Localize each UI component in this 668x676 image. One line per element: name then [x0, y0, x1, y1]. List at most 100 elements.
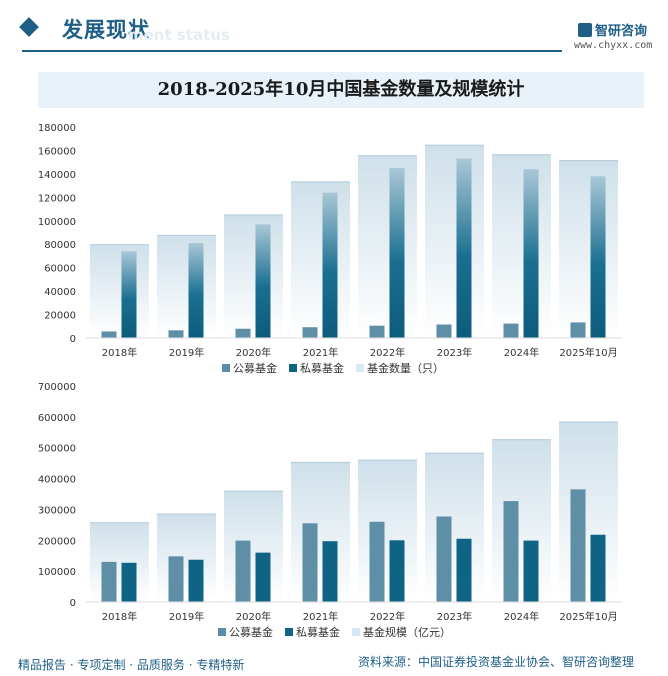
x-tick-label: 2023年	[437, 610, 472, 623]
bar-total	[358, 460, 417, 602]
y-tick-label: 60000	[44, 264, 76, 275]
bar-total	[559, 160, 618, 338]
x-tick-label: 2019年	[169, 610, 204, 623]
bar-total	[358, 155, 417, 338]
bar-total	[559, 422, 618, 602]
x-tick-label: 2025年10月	[559, 346, 617, 359]
chart-title-box: 2018-2025年10月中国基金数量及规模统计	[38, 72, 644, 108]
y-tick-label: 500000	[38, 444, 76, 455]
y-tick-label: 120000	[38, 193, 76, 204]
legend-swatch	[285, 628, 293, 636]
bar-total	[425, 145, 484, 338]
brand-url: www.chyxx.com	[574, 40, 653, 51]
brand: 智研咨询	[578, 20, 647, 39]
legend-label: 私募基金	[296, 625, 340, 639]
x-tick-label: 2018年	[102, 610, 137, 623]
bar-private	[255, 552, 271, 602]
y-tick-label: 140000	[38, 170, 76, 181]
bar-public	[235, 540, 251, 602]
bar-public	[369, 521, 385, 602]
bar-private	[389, 168, 405, 338]
y-tick-label: 0	[70, 598, 76, 609]
x-tick-label: 2018年	[102, 346, 137, 359]
legend-swatch	[218, 628, 226, 636]
y-tick-label: 160000	[38, 146, 76, 157]
legend-label: 公募基金	[233, 361, 277, 375]
bar-total	[90, 522, 149, 602]
y-tick-label: 100000	[38, 217, 76, 228]
bar-private	[456, 538, 472, 602]
y-tick-label: 300000	[38, 505, 76, 516]
header: 发展现状 ment status 智研咨询 www.chyxx.com	[0, 0, 668, 56]
bar-total	[492, 439, 551, 602]
header-divider	[22, 50, 562, 52]
bar-total	[224, 215, 283, 338]
legend-label: 基金规模（亿元）	[363, 625, 451, 639]
bar-public	[436, 324, 452, 338]
x-tick-label: 2022年	[370, 346, 405, 359]
bar-private	[590, 534, 606, 602]
legend-swatch	[222, 364, 230, 372]
section-title: 发展现状	[62, 18, 150, 42]
bar-private	[456, 158, 472, 338]
y-tick-label: 100000	[38, 567, 76, 578]
x-tick-label: 2021年	[303, 346, 338, 359]
y-tick-label: 0	[70, 334, 76, 345]
bar-public	[570, 322, 586, 338]
bar-total	[157, 235, 216, 338]
bar-public	[168, 556, 184, 602]
y-tick-label: 40000	[44, 287, 76, 298]
y-tick-label: 700000	[38, 382, 76, 393]
bar-total	[90, 244, 149, 338]
footer: 精品报告 · 专项定制 · 品质服务 · 专精特新 资料来源：中国证券投资基金业…	[0, 644, 668, 676]
bar-private	[188, 559, 204, 602]
x-tick-label: 2022年	[370, 610, 405, 623]
bar-private	[322, 192, 338, 338]
brand-logo-icon	[578, 23, 592, 37]
x-tick-label: 2025年10月	[559, 610, 617, 623]
legend-swatch	[289, 364, 297, 372]
brand-name: 智研咨询	[595, 24, 648, 39]
y-tick-label: 80000	[44, 240, 76, 251]
legend-label: 基金数量（只）	[367, 361, 444, 375]
section-subtitle: ment status	[128, 26, 230, 44]
bar-public	[570, 489, 586, 602]
x-tick-label: 2024年	[504, 346, 539, 359]
y-tick-label: 200000	[38, 536, 76, 547]
bar-private	[590, 176, 606, 338]
x-tick-label: 2021年	[303, 610, 338, 623]
bar-private	[121, 251, 137, 338]
bar-total	[157, 514, 216, 602]
y-tick-label: 600000	[38, 413, 76, 424]
bar-public	[436, 516, 452, 602]
x-tick-label: 2019年	[169, 346, 204, 359]
y-tick-label: 400000	[38, 475, 76, 486]
bar-public	[168, 330, 184, 338]
bar-total	[291, 462, 350, 602]
bar-private	[188, 243, 204, 338]
x-tick-label: 2020年	[236, 346, 271, 359]
bar-private	[121, 562, 137, 602]
bar-total	[291, 181, 350, 338]
bar-total	[492, 154, 551, 338]
bar-total	[224, 491, 283, 602]
bar-private	[322, 541, 338, 602]
source-note: 资料来源：中国证券投资基金业协会、智研咨询整理	[358, 655, 635, 669]
bar-public	[302, 327, 318, 338]
footer-tagline: 精品报告 · 专项定制 · 品质服务 · 专精特新	[18, 658, 245, 672]
legend-swatch	[356, 364, 364, 372]
bar-private	[523, 169, 539, 338]
bar-public	[503, 323, 519, 338]
fund-count-chart: 0 20000 40000 60000 80000 100000 120000 140000 1…	[38, 123, 622, 375]
bar-private	[523, 540, 539, 602]
bar-public	[235, 328, 251, 338]
bar-public	[503, 501, 519, 602]
legend-label: 公募基金	[229, 625, 273, 639]
x-tick-label: 2020年	[236, 610, 271, 623]
y-tick-label: 20000	[44, 311, 76, 322]
bar-public	[369, 325, 385, 338]
bar-private	[389, 540, 405, 602]
bar-public	[101, 331, 117, 338]
x-tick-label: 2023年	[437, 346, 472, 359]
